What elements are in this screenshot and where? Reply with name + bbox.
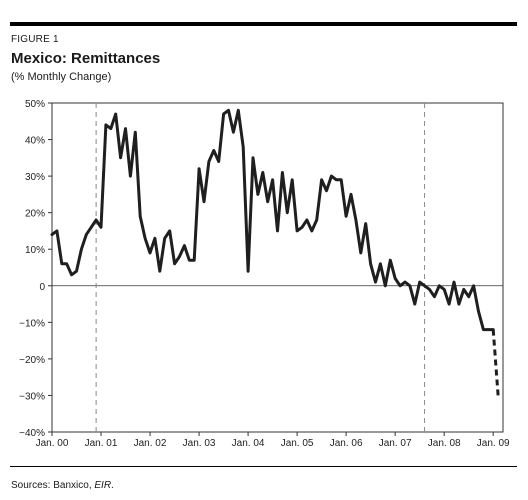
plot-frame bbox=[51, 102, 504, 433]
x-tick-label: Jan. 07 bbox=[379, 438, 412, 449]
figure-label: FIGURE 1 bbox=[11, 34, 59, 45]
y-tick-label: −20% bbox=[19, 355, 45, 366]
x-tick-label: Jan. 09 bbox=[477, 438, 510, 449]
x-tick-label: Jan. 05 bbox=[281, 438, 314, 449]
x-tick-label: Jan. 03 bbox=[183, 438, 216, 449]
y-tick-label: −30% bbox=[19, 391, 45, 402]
chart-title: Mexico: Remittances bbox=[11, 50, 161, 67]
x-tick-label: Jan. 02 bbox=[134, 438, 167, 449]
x-tick-label: Jan. 08 bbox=[428, 438, 461, 449]
top-rule bbox=[10, 22, 517, 26]
y-tick-label: 30% bbox=[25, 172, 45, 183]
y-tick-label: 50% bbox=[25, 99, 45, 110]
y-tick-label: 40% bbox=[25, 136, 45, 147]
x-tick-label: Jan. 06 bbox=[330, 438, 363, 449]
y-tick-label: −10% bbox=[19, 318, 45, 329]
x-tick-label: Jan. 00 bbox=[36, 438, 69, 449]
projection-series-line bbox=[491, 329, 500, 396]
y-tick-label: −40% bbox=[19, 428, 45, 439]
bottom-rule bbox=[10, 466, 517, 467]
x-tick-label: Jan. 04 bbox=[232, 438, 265, 449]
remittances-series-line bbox=[50, 108, 495, 332]
x-tick-label: Jan. 01 bbox=[85, 438, 118, 449]
source-italic: EIR bbox=[94, 480, 112, 491]
source-suffix: . bbox=[111, 480, 114, 491]
source-text: Sources: Banxico, bbox=[11, 480, 95, 491]
y-tick-label: 0 bbox=[39, 282, 45, 293]
source-note: Sources: Banxico, EIR. bbox=[11, 480, 114, 491]
y-tick-label: 10% bbox=[25, 245, 45, 256]
chart-subtitle: (% Monthly Change) bbox=[11, 71, 112, 83]
y-tick-label: 20% bbox=[25, 209, 45, 220]
